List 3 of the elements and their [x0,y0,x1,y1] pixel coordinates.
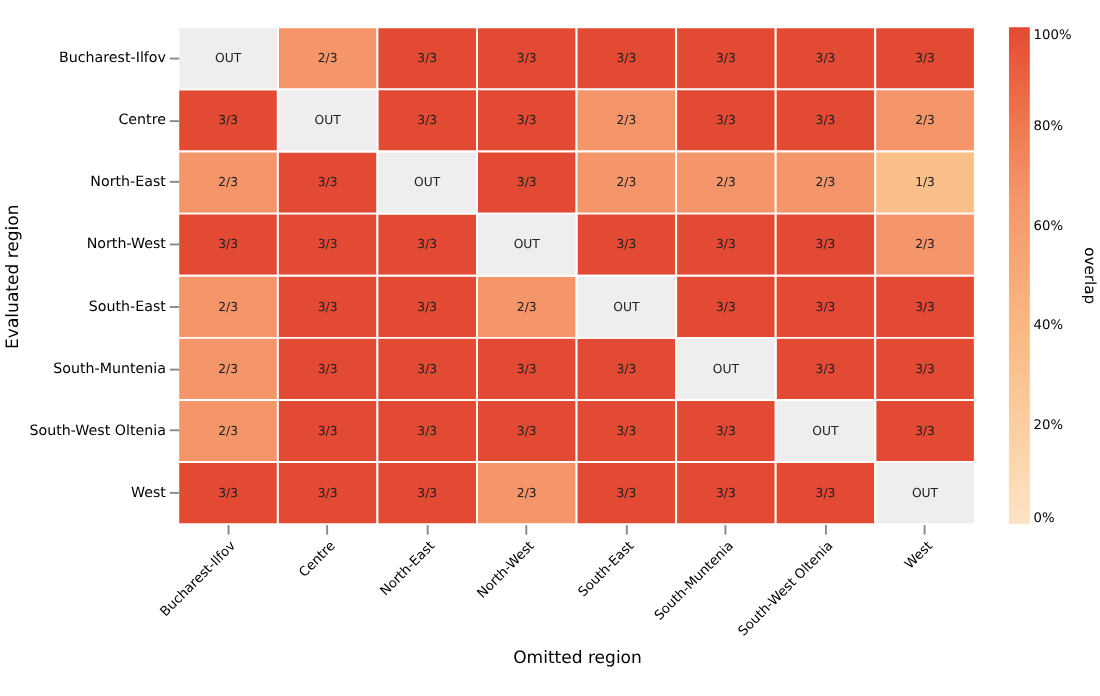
y-axis-title: Evaluated region [4,204,25,349]
color-bar-title: overlap [1080,247,1099,305]
x-axis-title: Omitted region [513,648,642,669]
